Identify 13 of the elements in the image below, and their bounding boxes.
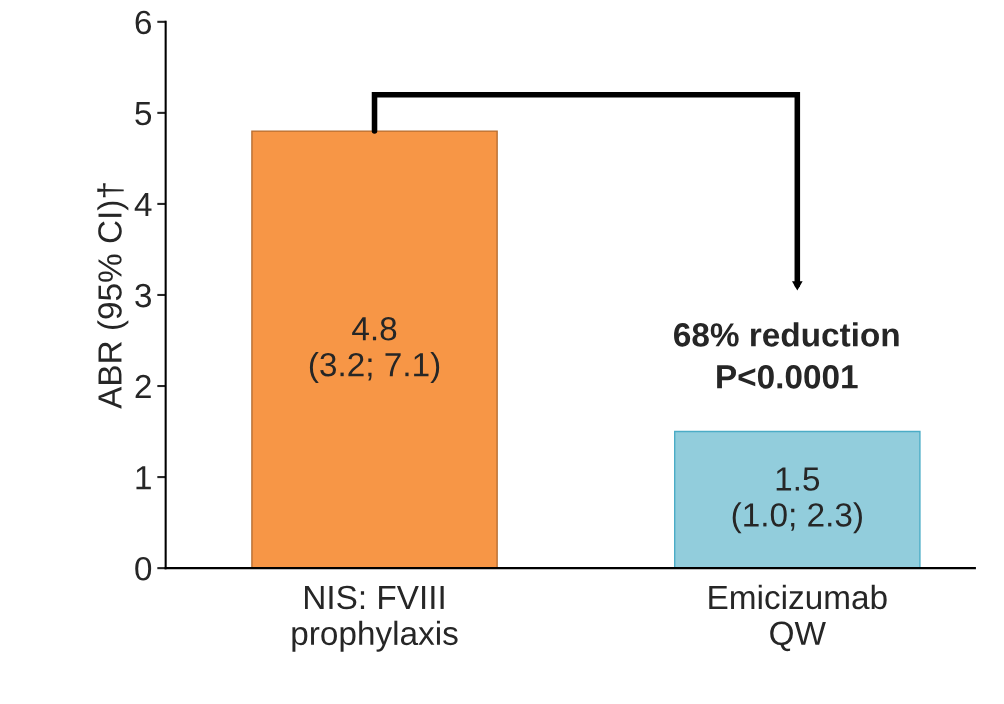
x-tick-label: Emicizumab QW [709, 584, 887, 652]
annotation: 68% reduction P<0.0001 [674, 322, 899, 389]
data-label: 4.8 (3.2; 7.1) [309, 317, 440, 384]
y-tick-label: 1 [136, 466, 151, 490]
y-axis-title: ABR (95% CI)† [97, 183, 129, 409]
y-tick-label: 0 [135, 556, 152, 581]
data-label: 1.5 (1.0; 2.3) [732, 467, 862, 534]
x-tick-label: NIS: FVIII prophylaxis [292, 585, 458, 652]
y-tick-label: 6 [135, 10, 151, 35]
y-tick-label: 2 [135, 374, 151, 399]
y-tick-label: 5 [135, 102, 152, 126]
y-tick-label: 3 [135, 283, 151, 308]
y-tick-label: 4 [134, 193, 152, 216]
